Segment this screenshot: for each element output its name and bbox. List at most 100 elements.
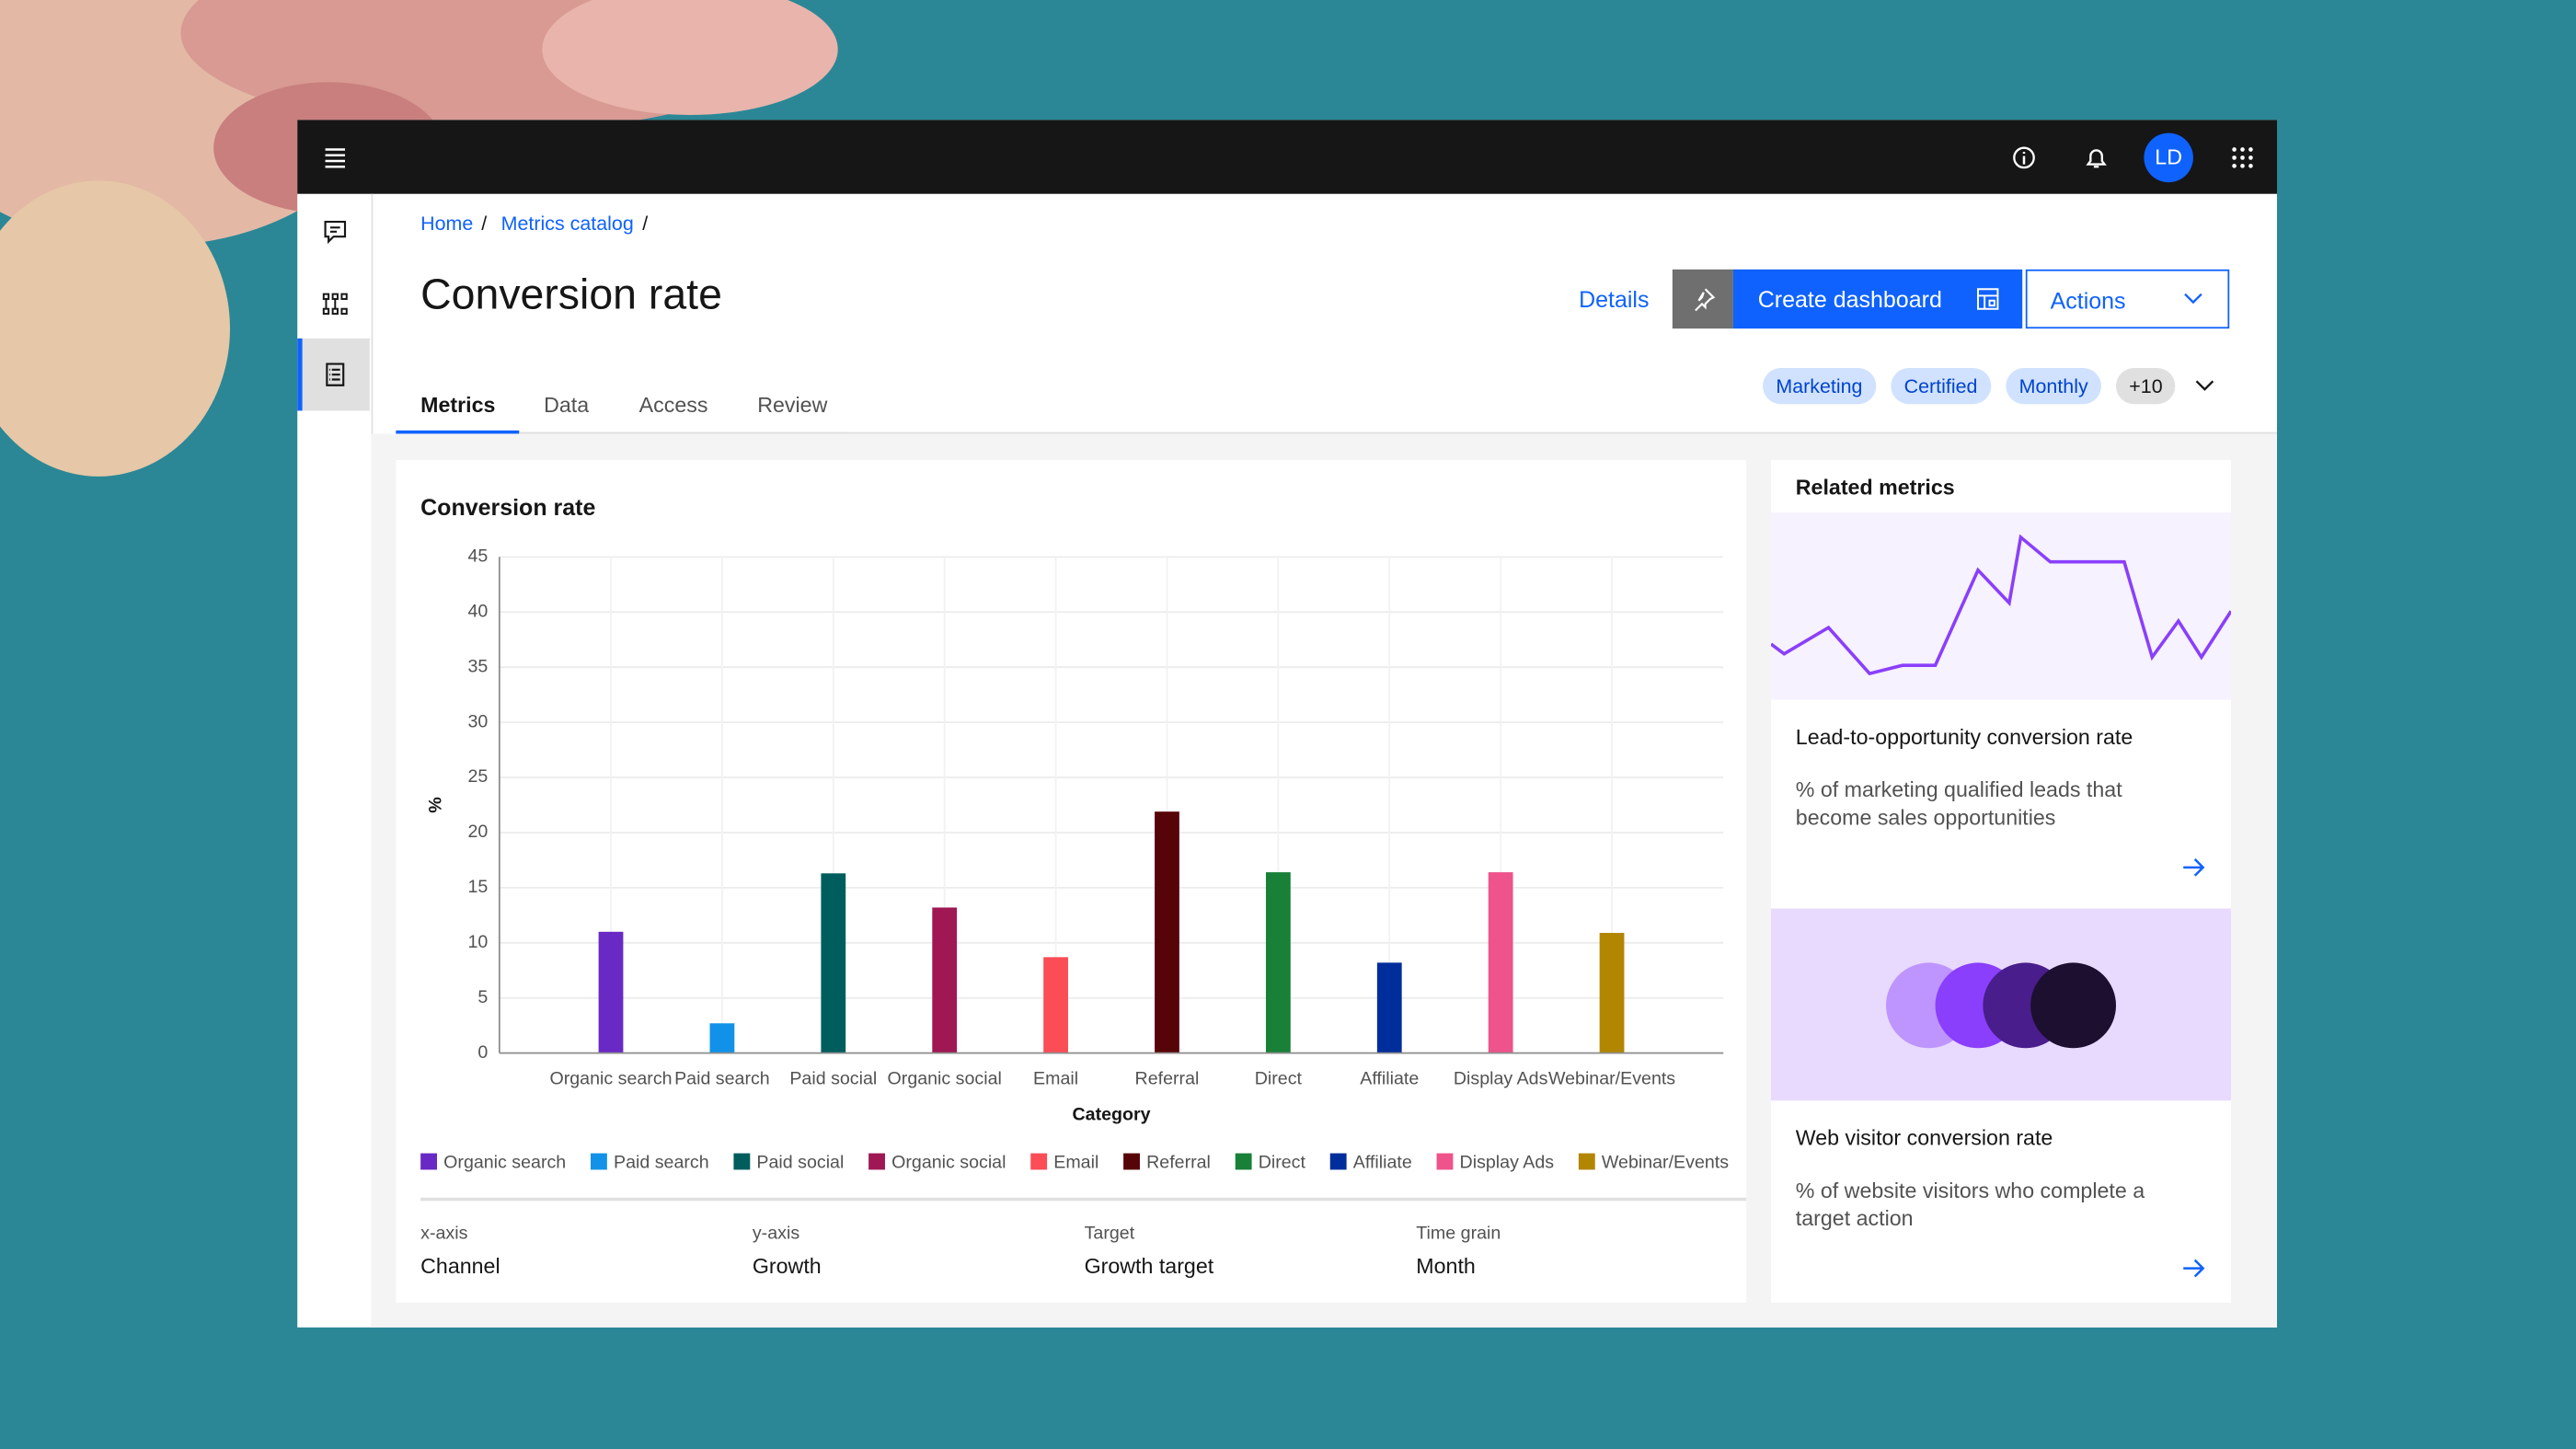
x-tick-label: Paid social — [789, 1068, 877, 1088]
bar — [1265, 872, 1291, 1053]
related-metric-name: Lead-to-opportunity conversion rate — [1795, 724, 2133, 750]
tab[interactable]: Review — [757, 392, 828, 418]
tab[interactable]: Metrics — [420, 392, 496, 418]
notification-icon[interactable] — [2083, 144, 2110, 171]
bar — [709, 1023, 735, 1053]
legend-label: Email — [1053, 1152, 1098, 1172]
y-tick-label: 25 — [468, 766, 489, 787]
meta-label: x-axis — [420, 1224, 468, 1244]
x-tick-label: Paid search — [674, 1068, 770, 1088]
pin-button[interactable] — [1672, 269, 1733, 329]
legend-swatch — [1123, 1153, 1140, 1170]
legend-swatch — [1235, 1153, 1252, 1170]
legend-swatch — [1436, 1153, 1454, 1170]
legend-label: Webinar/Events — [1602, 1152, 1729, 1172]
meta-value: Growth target — [1084, 1253, 1214, 1279]
y-tick-label: 35 — [468, 656, 489, 676]
flower-decoration — [0, 0, 838, 477]
x-tick-label: Webinar/Events — [1548, 1068, 1675, 1088]
active-rail-item[interactable] — [297, 338, 370, 411]
flow-icon[interactable] — [322, 291, 349, 317]
y-tick-label: 30 — [468, 711, 489, 731]
legend-swatch — [1329, 1153, 1347, 1170]
active-tab-indicator — [396, 430, 520, 434]
chart-title: Conversion rate — [420, 495, 595, 521]
page-title: Conversion rate — [420, 269, 722, 319]
button-label: Create dashboard — [1757, 285, 1942, 313]
meta-label: Time grain — [1416, 1224, 1501, 1244]
info-icon[interactable] — [2011, 144, 2038, 171]
legend-swatch — [1030, 1153, 1048, 1170]
x-tick-label: Referral — [1135, 1068, 1200, 1088]
related-metric-description: % of marketing qualified leads that beco… — [1795, 776, 2122, 830]
meta-value: Channel — [420, 1253, 500, 1279]
legend-swatch — [868, 1153, 885, 1170]
create-dashboard-button[interactable]: Create dashboard — [1732, 269, 2023, 329]
top-bar: LD — [297, 120, 2277, 194]
breadcrumb-link[interactable]: Home — [420, 212, 474, 236]
sparkline-thumbnail — [1770, 512, 2231, 700]
legend-label: Paid search — [614, 1152, 709, 1172]
catalog-icon — [326, 362, 345, 386]
meta-value: Growth — [752, 1253, 822, 1279]
open-arrow[interactable] — [2180, 1255, 2207, 1282]
open-arrow[interactable] — [2180, 855, 2207, 881]
y-axis-title: % — [424, 797, 444, 812]
legend-swatch — [591, 1153, 607, 1170]
legend-label: Organic social — [891, 1152, 1006, 1172]
legend-label: Display Ads — [1460, 1152, 1555, 1172]
y-tick-label: 40 — [468, 601, 489, 621]
y-tick-label: 15 — [468, 877, 489, 897]
pin-icon — [1695, 288, 1716, 312]
breadcrumb-separator: / — [481, 212, 488, 236]
y-tick-label: 5 — [477, 987, 488, 1007]
bar — [821, 873, 846, 1053]
menu-icon[interactable] — [324, 146, 347, 169]
tabs-underline — [519, 431, 851, 434]
user-avatar[interactable]: LD — [2144, 132, 2193, 183]
tab[interactable]: Data — [544, 392, 590, 418]
breadcrumb-link[interactable]: Metrics catalog — [500, 212, 634, 236]
tabs-divider — [396, 431, 2277, 434]
related-title: Related metrics — [1795, 475, 1955, 500]
bar — [932, 907, 958, 1053]
dropdown-label: Actions — [2050, 287, 2126, 315]
switcher-icon[interactable] — [2229, 144, 2256, 171]
y-tick-label: 45 — [468, 546, 489, 567]
legend-label: Paid social — [756, 1152, 844, 1172]
meta-label: y-axis — [752, 1224, 800, 1244]
bar — [1155, 811, 1179, 1053]
bar — [598, 931, 624, 1053]
x-tick-label: Email — [1033, 1068, 1078, 1088]
legend-label: Organic search — [443, 1152, 566, 1172]
expand-tags-icon[interactable] — [2195, 378, 2214, 395]
x-tick-label: Display Ads — [1454, 1068, 1548, 1088]
bar — [1043, 957, 1068, 1053]
x-tick-label: Organic social — [888, 1068, 1002, 1088]
bar — [1376, 962, 1402, 1053]
tab[interactable]: Access — [638, 392, 708, 418]
actions-dropdown[interactable]: Actions — [2025, 269, 2230, 329]
legend-label: Affiliate — [1353, 1152, 1412, 1172]
related-metric-name: Web visitor conversion rate — [1795, 1125, 2053, 1150]
y-tick-label: 20 — [468, 822, 489, 842]
meta-value: Month — [1416, 1253, 1476, 1279]
legend-swatch — [420, 1153, 437, 1170]
tag[interactable]: +10 — [2115, 367, 2176, 405]
x-tick-label: Affiliate — [1360, 1068, 1419, 1088]
chart-card — [396, 459, 1747, 1304]
legend-swatch — [733, 1153, 751, 1170]
y-tick-label: 10 — [468, 932, 489, 952]
legend-swatch — [1578, 1153, 1595, 1170]
tag[interactable]: Monthly — [2006, 367, 2101, 405]
chat-icon[interactable] — [322, 218, 349, 245]
tag[interactable]: Certified — [1891, 367, 1991, 405]
circles-thumbnail — [1770, 908, 2231, 1101]
meta-label: Target — [1084, 1224, 1135, 1244]
related-metric-description: % of website visitors who complete a tar… — [1795, 1178, 2145, 1231]
tag[interactable]: Marketing — [1763, 367, 1876, 405]
details-button[interactable]: Details — [1579, 285, 1650, 313]
chevron-icon — [2184, 293, 2202, 305]
